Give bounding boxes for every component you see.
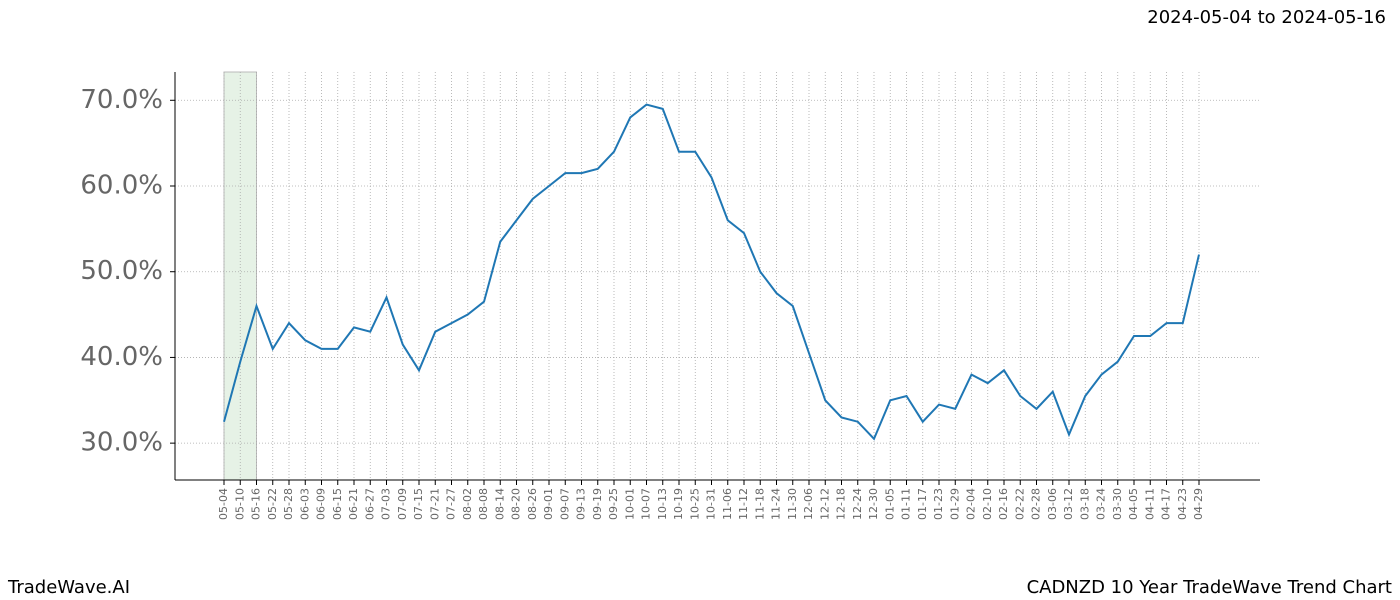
x-tick-label: 04-05 [1127, 488, 1140, 520]
x-tick-label: 05-04 [217, 488, 230, 520]
x-tick-label: 12-30 [867, 488, 880, 520]
x-tick-label: 07-03 [380, 488, 393, 520]
x-tick-label: 02-04 [965, 488, 978, 520]
x-tick-label: 10-19 [672, 488, 685, 520]
x-tick-label: 10-31 [705, 488, 718, 520]
x-tick-label: 09-25 [607, 488, 620, 520]
x-tick-label: 06-15 [331, 488, 344, 520]
x-tick-label: 07-15 [412, 488, 425, 520]
x-tick-label: 09-19 [591, 488, 604, 520]
y-tick-label: 50.0% [80, 256, 163, 286]
x-tick-label: 10-13 [656, 488, 669, 520]
x-tick-label: 07-21 [428, 488, 441, 520]
x-tick-label: 03-06 [1046, 488, 1059, 520]
x-tick-label: 05-22 [266, 488, 279, 520]
x-tick-label: 06-21 [347, 488, 360, 520]
y-tick-label: 70.0% [80, 85, 163, 115]
x-tick-label: 05-16 [250, 488, 263, 520]
series-line [223, 103, 1200, 441]
x-tick-label: 02-10 [981, 488, 994, 520]
x-tick-label: 11-06 [721, 488, 734, 520]
x-tick-label: 08-20 [510, 488, 523, 520]
x-tick-label: 02-16 [997, 488, 1010, 520]
x-tick-label: 08-08 [477, 488, 490, 520]
footer-right: CADNZD 10 Year TradeWave Trend Chart [1027, 577, 1392, 598]
x-tick-label: 09-13 [575, 488, 588, 520]
x-tick-label: 06-03 [298, 488, 311, 520]
x-tick-label: 01-17 [916, 488, 929, 520]
x-tick-label: 11-24 [770, 488, 783, 520]
x-tick-label: 03-12 [1062, 488, 1075, 520]
chart-title: 2024-05-04 to 2024-05-16 [1147, 7, 1386, 28]
x-tick-label: 12-06 [802, 488, 815, 520]
x-tick-label: 02-28 [1030, 488, 1043, 520]
x-tick-label: 04-17 [1160, 488, 1173, 520]
x-tick-label: 10-25 [688, 488, 701, 520]
x-tick-label: 04-23 [1176, 488, 1189, 520]
x-tick-label: 10-07 [640, 488, 653, 520]
x-tick-label: 03-24 [1095, 488, 1108, 520]
x-tick-label: 03-18 [1078, 488, 1091, 520]
x-tick-label: 05-28 [282, 488, 295, 520]
y-tick-label: 30.0% [80, 428, 163, 458]
x-tick-label: 08-14 [493, 488, 506, 520]
x-tick-label: 01-23 [932, 488, 945, 520]
x-tick-label: 06-09 [315, 488, 328, 520]
x-tick-label: 04-11 [1143, 488, 1156, 520]
y-tick-label: 40.0% [80, 342, 163, 372]
x-tick-label: 06-27 [363, 488, 376, 520]
x-tick-label: 03-30 [1111, 488, 1124, 520]
x-tick-label: 11-30 [786, 488, 799, 520]
x-tick-label: 01-11 [900, 488, 913, 520]
x-tick-label: 01-05 [883, 488, 896, 520]
x-tick-label: 09-01 [542, 488, 555, 520]
x-tick-label: 04-29 [1192, 488, 1205, 520]
x-tick-label: 02-22 [1013, 488, 1026, 520]
x-tick-label: 11-18 [753, 488, 766, 520]
x-tick-label: 12-18 [835, 488, 848, 520]
x-tick-label: 12-24 [851, 488, 864, 520]
x-tick-label: 05-10 [233, 488, 246, 520]
x-tick-label: 08-02 [461, 488, 474, 520]
x-tick-label: 12-12 [818, 488, 831, 520]
y-tick-label: 60.0% [80, 171, 163, 201]
x-tick-label: 01-29 [948, 488, 961, 520]
x-tick-label: 10-01 [623, 488, 636, 520]
x-tick-label: 07-27 [445, 488, 458, 520]
x-tick-label: 07-09 [396, 488, 409, 520]
footer-left: TradeWave.AI [7, 577, 130, 598]
x-tick-label: 08-26 [526, 488, 539, 520]
x-tick-label: 11-12 [737, 488, 750, 520]
x-tick-label: 09-07 [558, 488, 571, 520]
